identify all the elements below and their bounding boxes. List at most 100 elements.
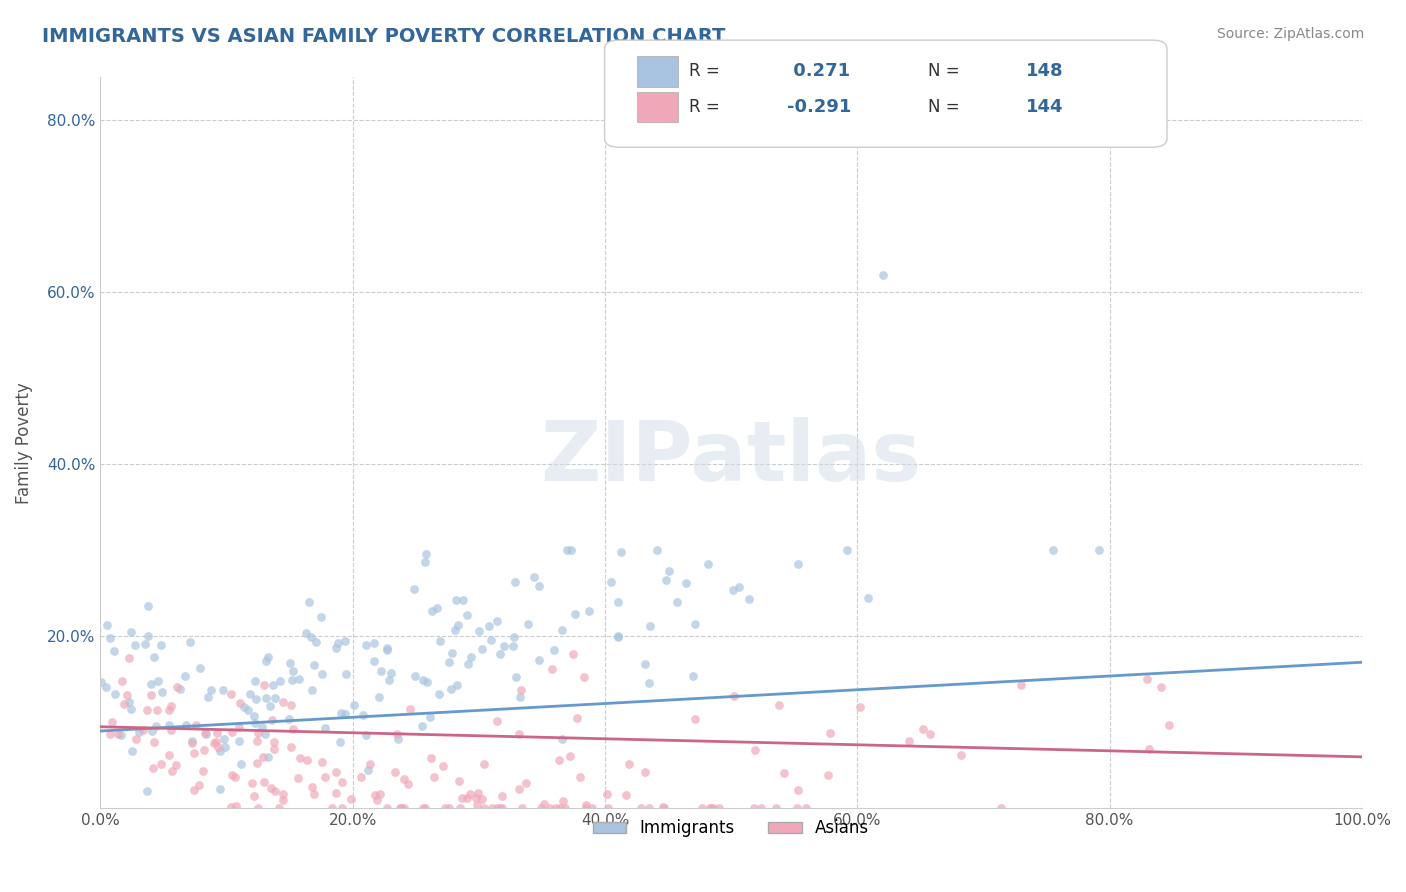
Point (139, 677, 162, 691)
Point (396, 777, 419, 791)
Point (465, 798, 488, 813)
Point (723, 689, 745, 703)
Point (281, 673, 304, 687)
Point (690, 801, 713, 815)
Point (561, 647, 583, 661)
Point (301, 683, 323, 698)
Point (426, 601, 449, 615)
Point (451, 592, 474, 607)
Point (404, 669, 426, 683)
Point (339, 792, 361, 806)
Point (446, 678, 468, 692)
Point (457, 657, 479, 671)
Point (207, 739, 229, 754)
Point (439, 681, 461, 696)
Point (239, 687, 262, 701)
Point (510, 683, 533, 698)
Point (183, 783, 205, 797)
Point (311, 755, 333, 769)
Point (309, 610, 332, 624)
Point (166, 680, 188, 694)
Point (118, 695, 141, 709)
Point (548, 801, 571, 815)
Point (574, 670, 596, 684)
Legend: Immigrants, Asians: Immigrants, Asians (586, 813, 876, 844)
Point (118, 650, 141, 665)
Point (634, 765, 657, 780)
Point (675, 575, 697, 590)
Point (193, 743, 215, 757)
Point (354, 639, 377, 653)
Point (492, 639, 515, 653)
Point (247, 725, 270, 739)
Point (503, 574, 526, 589)
Point (665, 595, 688, 609)
Point (489, 647, 512, 661)
Point (212, 682, 235, 697)
Point (267, 801, 290, 815)
Point (264, 690, 287, 705)
Point (111, 674, 134, 689)
Point (515, 775, 537, 789)
Point (600, 574, 623, 589)
Point (295, 625, 318, 640)
Point (502, 639, 524, 653)
Point (134, 637, 156, 651)
Point (221, 799, 243, 814)
Point (437, 655, 460, 669)
Point (450, 791, 472, 805)
Point (343, 698, 366, 712)
Point (478, 619, 501, 633)
Point (471, 642, 494, 657)
Point (325, 640, 347, 655)
Text: -0.291: -0.291 (787, 98, 852, 116)
Point (271, 787, 294, 801)
Point (530, 801, 553, 815)
Point (1159, 718, 1181, 732)
Point (194, 726, 217, 740)
Point (749, 801, 772, 815)
Point (104, 687, 127, 701)
Point (375, 641, 398, 656)
Point (333, 707, 356, 722)
Point (388, 801, 411, 815)
Point (314, 721, 336, 735)
Point (245, 715, 267, 730)
Point (449, 801, 471, 815)
Point (183, 746, 205, 760)
Point (595, 787, 617, 801)
Point (569, 770, 592, 784)
Point (415, 801, 437, 815)
Point (385, 727, 408, 741)
Point (420, 750, 443, 764)
Point (160, 699, 183, 714)
Point (205, 735, 228, 749)
Point (132, 723, 155, 737)
Point (112, 698, 135, 712)
Point (440, 646, 463, 660)
Point (606, 631, 628, 645)
Point (297, 753, 319, 767)
Point (456, 608, 478, 623)
Point (174, 717, 197, 731)
Point (872, 268, 894, 283)
Point (259, 699, 281, 714)
Point (486, 614, 509, 628)
Point (744, 742, 766, 756)
Point (516, 617, 538, 632)
Point (581, 801, 603, 815)
Point (415, 555, 437, 569)
Point (157, 718, 180, 732)
Point (214, 739, 236, 754)
Point (422, 604, 444, 618)
Point (212, 731, 235, 746)
Point (229, 756, 252, 771)
Point (575, 797, 598, 812)
Point (181, 734, 204, 748)
Point (652, 801, 675, 815)
Point (350, 770, 373, 784)
Point (429, 633, 451, 648)
Point (325, 786, 347, 800)
Point (252, 774, 274, 789)
Point (280, 740, 302, 755)
